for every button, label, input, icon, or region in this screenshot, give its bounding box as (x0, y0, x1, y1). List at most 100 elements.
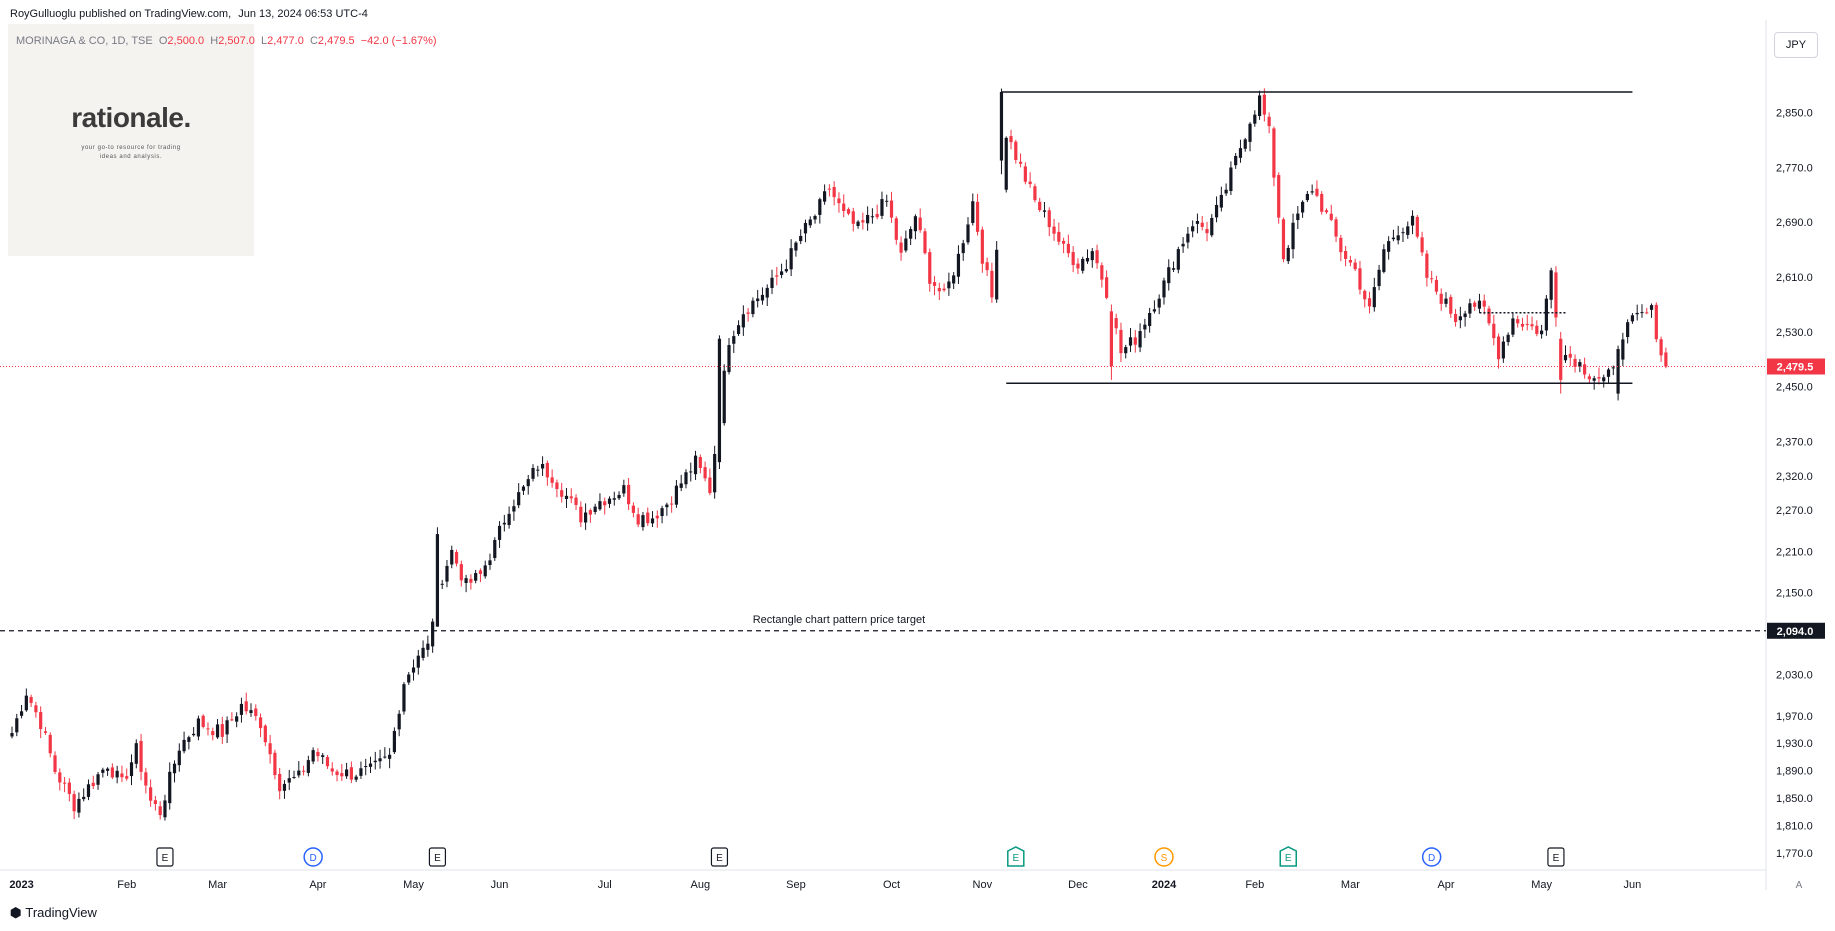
y-tick-label: 2,370.0 (1776, 437, 1813, 449)
y-tick-label: 2,150.0 (1776, 587, 1813, 599)
candle-body (383, 756, 387, 758)
candle-body (62, 782, 67, 784)
candle-body (1023, 166, 1027, 182)
x-tick-label: Jul (598, 879, 612, 891)
candle-body (1482, 300, 1486, 307)
candle-body (1635, 312, 1639, 315)
candle-body (1181, 243, 1185, 247)
open-value: 2,500.0 (167, 35, 205, 47)
candle-body (91, 782, 95, 787)
candle-body (301, 770, 306, 772)
target-price-tag (1767, 622, 1825, 639)
candle-body (1649, 305, 1654, 310)
candle-body (1109, 311, 1113, 367)
candle-body (1358, 268, 1362, 290)
candle-body (947, 281, 951, 289)
event-marker-label: E (434, 853, 441, 864)
candle-body (579, 506, 583, 523)
candle-body (1516, 319, 1520, 324)
event-marker-e (428, 847, 447, 867)
candle-body (1248, 123, 1252, 142)
candle-body (397, 713, 401, 730)
candle-body (187, 737, 191, 742)
open-label: O (158, 35, 168, 47)
event-marker-label: E (1012, 853, 1019, 864)
candle-body (756, 298, 760, 302)
candle-body (641, 515, 645, 528)
candle-body (751, 300, 755, 315)
candle-body (19, 711, 24, 716)
candle-body (746, 312, 750, 314)
candle-body (1549, 270, 1553, 300)
candle-body (617, 494, 621, 499)
candle-body (966, 224, 970, 243)
candle-body (808, 219, 812, 226)
y-tick-label: 2,270.0 (1776, 505, 1813, 517)
candle-body (1664, 352, 1668, 367)
candle-body (1606, 369, 1611, 377)
candle-body (1597, 377, 1601, 379)
candle-body (163, 800, 167, 818)
candle-body (1238, 148, 1243, 158)
candle-body (215, 724, 220, 738)
candle-body (665, 504, 669, 508)
candle-body (1224, 189, 1228, 194)
candle-body (918, 217, 922, 231)
y-tick-label: 1,930.0 (1776, 738, 1813, 750)
candle-body (115, 770, 119, 778)
candle-body (1559, 338, 1563, 380)
candle-body (507, 513, 511, 526)
candle-body (932, 282, 937, 286)
candle-body (311, 750, 315, 762)
candle-body (995, 249, 999, 300)
candle-body (1487, 308, 1491, 324)
candle-body (1453, 314, 1458, 322)
candle-body (321, 755, 325, 757)
candle-body (913, 216, 918, 232)
y-tick-label: 2,850.0 (1776, 108, 1813, 120)
candle-body (622, 485, 626, 494)
candle-body (837, 198, 841, 204)
x-tick-label: 2024 (1152, 879, 1177, 891)
x-tick-label: Nov (973, 879, 993, 891)
candle-body (775, 275, 779, 277)
candle-body (464, 578, 468, 584)
candle-body (765, 287, 769, 298)
candle-body (713, 453, 717, 493)
candle-body (861, 220, 865, 223)
candle-body (1444, 298, 1448, 304)
currency-button[interactable]: JPY (1774, 32, 1818, 58)
x-tick-label: 2023 (9, 879, 33, 891)
candle-body (818, 199, 822, 215)
candle-body (378, 758, 382, 762)
candle-body (799, 235, 803, 242)
candle-body (488, 560, 492, 565)
candle-body (450, 549, 454, 565)
candle-body (889, 200, 894, 218)
candle-body (1473, 302, 1477, 307)
candle-body (1602, 377, 1606, 382)
candle-body (1568, 353, 1572, 358)
candle-body (598, 501, 602, 510)
candle-body (1195, 220, 1200, 224)
candle-body (1229, 167, 1233, 192)
tradingview-brand[interactable]: ⬢ TradingView (10, 905, 97, 921)
candle-body (679, 483, 683, 488)
x-tick-label: Aug (691, 879, 711, 891)
auto-scale-button[interactable]: A (1795, 880, 1803, 891)
candle-body (1525, 323, 1529, 325)
candle-body (1410, 215, 1415, 226)
candle-body (1301, 201, 1305, 213)
event-marker-label: E (162, 853, 169, 864)
candle-body (1171, 268, 1176, 270)
candle-body (1200, 222, 1204, 227)
candle-body (770, 277, 774, 289)
candle-body (330, 768, 334, 772)
close-value: 2,479.5 (317, 35, 355, 47)
candle-body (1176, 249, 1180, 270)
symbol-legend[interactable]: MORINAGA & CO, 1D, TSE O2,500.0 H2,507.0… (16, 35, 437, 47)
candle-body (182, 739, 186, 752)
candle-body (201, 715, 205, 727)
x-tick-label: Apr (1437, 879, 1454, 891)
